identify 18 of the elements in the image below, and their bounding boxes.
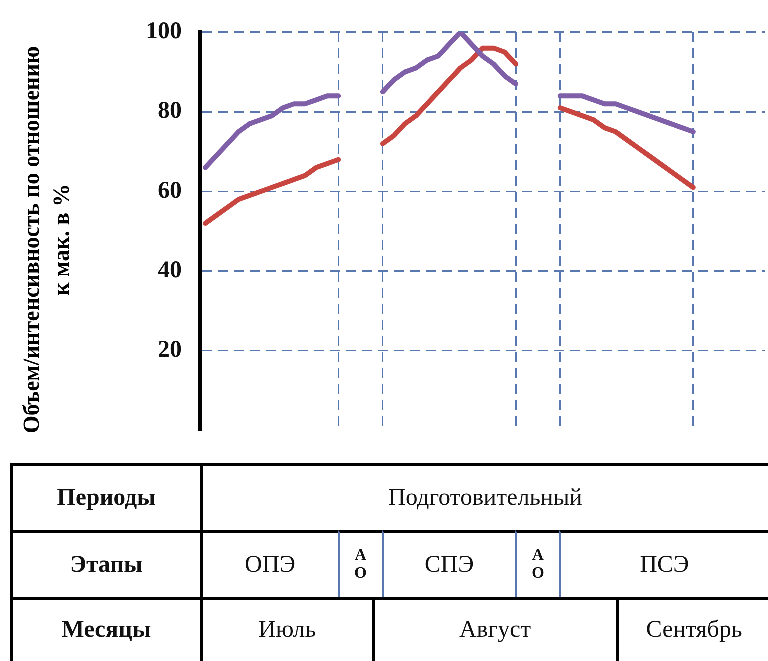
y-tick-label: 20 <box>158 337 182 364</box>
text: Подготовительный <box>200 463 768 530</box>
y-axis-title: Объем/интенсивность по отношению к мак. в % <box>18 45 75 435</box>
text: Август <box>372 597 616 661</box>
text: СПЭ <box>382 530 516 597</box>
text: Этапы <box>10 530 200 597</box>
text: А О <box>338 530 383 597</box>
y-tick-label: 80 <box>158 98 182 124</box>
text: А О <box>516 530 560 597</box>
text: Периоды <box>10 463 200 530</box>
text: ОПЭ <box>200 530 339 597</box>
y-tick-label: 40 <box>158 258 182 284</box>
text: Сентябрь <box>616 597 768 661</box>
text: Июль <box>200 597 372 661</box>
text: ПСЭ <box>560 530 768 597</box>
y-tick-label: 100 <box>146 18 182 45</box>
text: Месяцы <box>10 597 200 661</box>
y-tick-label: 60 <box>158 178 182 204</box>
